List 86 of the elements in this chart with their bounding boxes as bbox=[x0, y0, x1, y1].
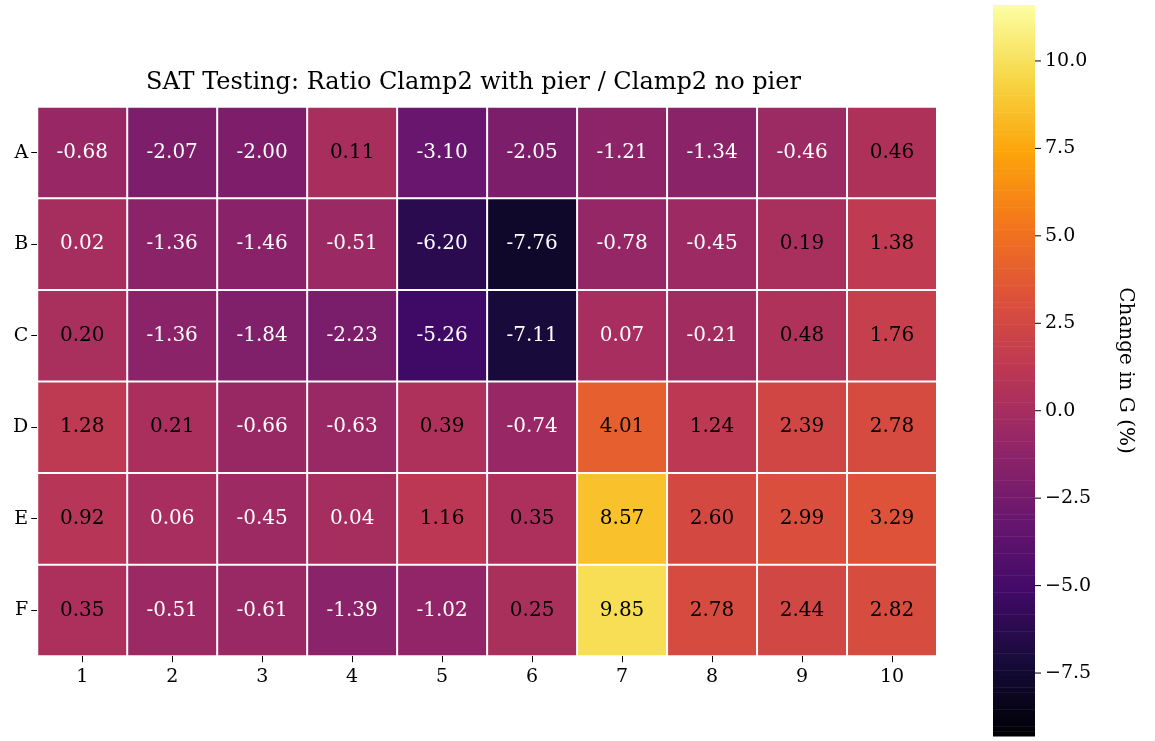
color-bar-label: 10.0 bbox=[1045, 47, 1088, 70]
x-tick-label: 10 bbox=[879, 663, 905, 686]
data-label: 0.48 bbox=[779, 321, 825, 346]
data-label: 0.20 bbox=[59, 321, 105, 346]
data-label: 8.57 bbox=[599, 505, 645, 530]
data-label: -0.78 bbox=[596, 230, 648, 255]
data-label: -1.84 bbox=[236, 321, 288, 346]
chart-title: SAT Testing: Ratio Clamp2 with pier / Clamp2 no pier bbox=[146, 66, 802, 95]
color-bar-label: 2.5 bbox=[1045, 310, 1076, 333]
data-label: -5.26 bbox=[416, 321, 468, 346]
data-label: -2.05 bbox=[506, 138, 558, 163]
data-label: 0.92 bbox=[59, 505, 105, 530]
y-tick-label: F bbox=[15, 597, 29, 620]
color-bar-label: 0.0 bbox=[1045, 397, 1076, 420]
data-label: 9.85 bbox=[599, 596, 645, 621]
data-label: -1.46 bbox=[236, 230, 288, 255]
color-bar-label: −5.0 bbox=[1045, 572, 1092, 595]
data-label: 1.38 bbox=[869, 230, 915, 255]
data-label: 0.07 bbox=[599, 321, 645, 346]
x-tick-label: 2 bbox=[166, 663, 179, 686]
data-label: -0.51 bbox=[146, 596, 198, 621]
data-label: -0.66 bbox=[236, 413, 288, 438]
data-label: 0.11 bbox=[329, 138, 375, 163]
x-tick-label: 8 bbox=[706, 663, 719, 686]
x-tick-label: 4 bbox=[346, 663, 359, 686]
x-tick-label: 7 bbox=[616, 663, 629, 686]
data-label: 2.60 bbox=[689, 505, 735, 530]
data-label: 2.82 bbox=[869, 596, 915, 621]
data-label: 1.24 bbox=[689, 413, 735, 438]
data-label: -0.68 bbox=[56, 138, 108, 163]
data-label: 0.25 bbox=[509, 596, 555, 621]
data-label: -0.63 bbox=[326, 413, 378, 438]
data-label: 0.46 bbox=[869, 138, 915, 163]
data-label: 0.06 bbox=[149, 505, 195, 530]
x-tick-label: 5 bbox=[436, 663, 449, 686]
data-label: -1.21 bbox=[596, 138, 648, 163]
color-bar-label: −7.5 bbox=[1045, 659, 1092, 682]
x-tick-label: 9 bbox=[795, 663, 809, 686]
data-label: -1.36 bbox=[146, 321, 198, 346]
data-label: -0.45 bbox=[236, 505, 288, 530]
color-bar-title: Change in G (%) bbox=[1114, 287, 1139, 454]
data-label: 1.16 bbox=[419, 505, 465, 530]
data-label: 0.21 bbox=[149, 413, 195, 438]
data-label: -1.34 bbox=[686, 138, 738, 163]
data-label: 0.19 bbox=[779, 230, 825, 255]
data-label: 2.78 bbox=[869, 413, 915, 438]
data-label: 0.04 bbox=[329, 505, 375, 530]
data-label: 4.01 bbox=[599, 413, 645, 438]
color-bar-label: 5.0 bbox=[1045, 222, 1076, 245]
data-label: 0.35 bbox=[59, 596, 105, 621]
data-label: -6.20 bbox=[416, 230, 468, 255]
y-tick-label: B bbox=[14, 231, 29, 254]
data-label: 2.39 bbox=[779, 413, 825, 438]
data-label: 0.02 bbox=[59, 230, 105, 255]
data-label: -0.61 bbox=[236, 596, 288, 621]
data-label: -7.76 bbox=[506, 230, 558, 255]
data-label: -2.00 bbox=[236, 138, 288, 163]
data-label: -0.51 bbox=[326, 230, 378, 255]
data-label: 2.78 bbox=[689, 596, 735, 621]
data-label: 0.35 bbox=[509, 505, 555, 530]
data-label: -1.36 bbox=[146, 230, 198, 255]
data-label: -0.74 bbox=[506, 413, 558, 438]
data-label: 2.44 bbox=[779, 596, 825, 621]
y-tick-label: C bbox=[13, 322, 29, 345]
data-label: -0.21 bbox=[686, 321, 738, 346]
data-label: 1.28 bbox=[59, 413, 105, 438]
data-label: -1.39 bbox=[326, 596, 378, 621]
data-label: -2.23 bbox=[326, 321, 378, 346]
data-label: -7.11 bbox=[506, 321, 558, 346]
y-tick-label: D bbox=[13, 414, 29, 437]
data-label: 3.29 bbox=[869, 505, 915, 530]
data-label: 2.99 bbox=[779, 505, 825, 530]
data-label: 1.76 bbox=[869, 321, 915, 346]
x-tick-label: 1 bbox=[76, 663, 89, 686]
data-label: -0.45 bbox=[686, 230, 738, 255]
data-label: -1.02 bbox=[416, 596, 468, 621]
data-label: -2.07 bbox=[146, 138, 198, 163]
color-bar-label: 7.5 bbox=[1045, 135, 1076, 158]
y-tick-label: E bbox=[14, 505, 29, 528]
x-tick-label: 6 bbox=[526, 663, 539, 686]
data-label: -0.46 bbox=[776, 138, 828, 163]
x-tick-label: 3 bbox=[256, 663, 269, 686]
y-tick-label: A bbox=[13, 139, 29, 162]
data-label: -3.10 bbox=[416, 138, 468, 163]
data-label: 0.39 bbox=[419, 413, 465, 438]
color-bar-label: −2.5 bbox=[1045, 485, 1092, 508]
